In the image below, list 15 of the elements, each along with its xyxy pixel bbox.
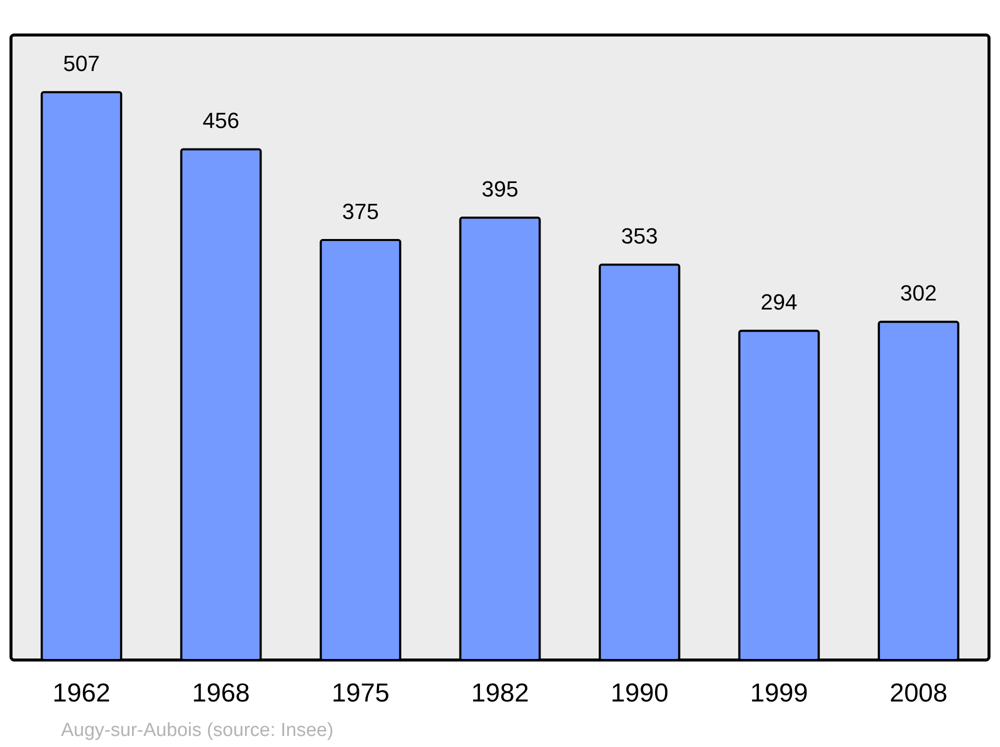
x-tick-label: 1982	[471, 678, 529, 708]
x-tick-label: 1962	[52, 678, 110, 708]
data-label: 507	[63, 51, 100, 76]
x-tick-label: 1990	[610, 678, 668, 708]
x-tick-label: 1968	[192, 678, 250, 708]
text: Augy-sur-Aubois (source: Insee)	[61, 720, 334, 741]
data-label: 375	[342, 198, 379, 224]
x-tick-label: 1975	[332, 678, 390, 708]
data-label: 456	[202, 108, 240, 134]
data-label: 395	[482, 176, 518, 202]
data-label: 353	[621, 224, 658, 249]
x-tick-label: 2008	[890, 678, 948, 708]
x-tick-label: 1999	[750, 678, 808, 708]
data-label: 302	[900, 280, 937, 306]
data-label: 294	[760, 290, 798, 315]
